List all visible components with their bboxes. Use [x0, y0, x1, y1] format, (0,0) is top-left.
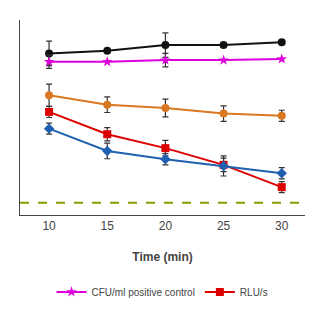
svg-text:CFU/ml positive control: CFU/ml positive control [92, 287, 195, 298]
svg-text:RLU/s: RLU/s [240, 287, 268, 298]
svg-text:30: 30 [275, 219, 289, 233]
svg-text:20: 20 [159, 219, 173, 233]
svg-text:Time (min): Time (min) [132, 250, 192, 264]
svg-text:15: 15 [101, 219, 115, 233]
svg-text:25: 25 [217, 219, 231, 233]
svg-text:10: 10 [42, 219, 56, 233]
